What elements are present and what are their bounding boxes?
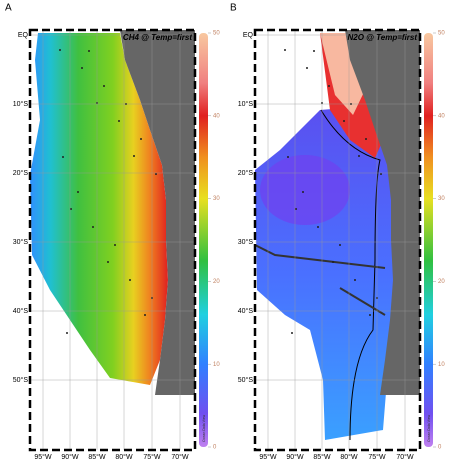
lon-label: 95°W bbox=[259, 453, 277, 461]
transect bbox=[255, 244, 386, 269]
lat-label: 40°S bbox=[238, 307, 254, 315]
station bbox=[302, 191, 304, 193]
station bbox=[59, 49, 61, 51]
station bbox=[284, 49, 286, 51]
station bbox=[343, 120, 345, 122]
lon-label: 70°W bbox=[396, 453, 414, 461]
station bbox=[77, 191, 79, 193]
lat-label: EQ bbox=[18, 32, 29, 39]
station bbox=[365, 138, 367, 140]
station bbox=[62, 156, 64, 158]
station bbox=[354, 279, 356, 281]
low-zone bbox=[260, 155, 350, 225]
station bbox=[339, 244, 341, 246]
panel-title: N2O @ Temp=first bbox=[347, 33, 417, 42]
lon-label: 80°W bbox=[115, 453, 133, 461]
station bbox=[133, 155, 135, 157]
frame bbox=[253, 28, 422, 452]
lon-label: 90°W bbox=[286, 453, 304, 461]
station bbox=[317, 226, 319, 228]
land bbox=[345, 30, 420, 395]
station bbox=[358, 155, 360, 157]
lat-label: 10°S bbox=[238, 100, 254, 108]
station bbox=[332, 261, 334, 263]
station bbox=[140, 138, 142, 140]
colorbar-label: 50 bbox=[438, 31, 445, 37]
colorbar-label: 30 bbox=[213, 196, 220, 202]
land bbox=[120, 30, 195, 395]
station bbox=[70, 208, 72, 210]
station bbox=[380, 173, 382, 175]
lon-label: 85°W bbox=[313, 453, 331, 461]
lon-label: 85°W bbox=[88, 453, 106, 461]
station bbox=[118, 120, 120, 122]
station bbox=[155, 173, 157, 175]
credit: Ocean Data View bbox=[427, 414, 431, 442]
lon-label: 95°W bbox=[34, 453, 52, 461]
colorbar bbox=[424, 33, 433, 447]
station bbox=[81, 67, 83, 69]
station bbox=[313, 50, 315, 52]
lat-label: 20°S bbox=[238, 169, 254, 177]
lat-label: 50°S bbox=[13, 376, 29, 384]
lat-label: 40°S bbox=[13, 307, 29, 315]
station bbox=[129, 279, 131, 281]
colorbar-label: 20 bbox=[438, 279, 445, 285]
frame bbox=[28, 28, 197, 452]
data-field bbox=[255, 108, 397, 440]
colorbar-label: 40 bbox=[213, 113, 220, 119]
lon-label: 70°W bbox=[171, 453, 189, 461]
station bbox=[287, 156, 289, 158]
colorbar-label: 30 bbox=[438, 196, 445, 202]
lon-label: 75°W bbox=[143, 453, 161, 461]
map bbox=[255, 30, 420, 441]
station bbox=[92, 226, 94, 228]
panel-letter: A bbox=[5, 3, 12, 14]
station bbox=[66, 332, 68, 334]
panel-letter: B bbox=[230, 3, 237, 14]
lat-label: 30°S bbox=[13, 238, 29, 246]
transect bbox=[339, 287, 386, 316]
station bbox=[144, 314, 146, 316]
colorbar-label: 10 bbox=[438, 362, 445, 368]
station bbox=[369, 314, 371, 316]
colorbar-label: 10 bbox=[213, 362, 220, 368]
colorbar-label: 50 bbox=[213, 31, 220, 37]
station bbox=[103, 85, 105, 87]
lat-label: 20°S bbox=[13, 169, 29, 177]
station bbox=[306, 67, 308, 69]
lat-label: 10°S bbox=[13, 100, 29, 108]
credit: Ocean Data View bbox=[202, 414, 206, 442]
station bbox=[88, 50, 90, 52]
station bbox=[114, 244, 116, 246]
map bbox=[30, 30, 195, 395]
lat-label: 30°S bbox=[238, 238, 254, 246]
contour bbox=[320, 109, 381, 441]
colorbar-label: 20 bbox=[213, 279, 220, 285]
lat-label: EQ bbox=[243, 32, 254, 39]
colorbar-label: 40 bbox=[438, 113, 445, 119]
station bbox=[328, 85, 330, 87]
colorbar bbox=[199, 33, 208, 447]
panel-title: CH4 @ Temp=first bbox=[123, 33, 192, 42]
lon-label: 75°W bbox=[368, 453, 386, 461]
station bbox=[107, 261, 109, 263]
lon-label: 90°W bbox=[61, 453, 79, 461]
station bbox=[295, 208, 297, 210]
station bbox=[291, 332, 293, 334]
colorbar-label: 0 bbox=[438, 445, 442, 451]
lat-label: 50°S bbox=[238, 376, 254, 384]
data-field bbox=[30, 33, 168, 385]
lon-label: 80°W bbox=[340, 453, 358, 461]
colorbar-label: 0 bbox=[213, 445, 217, 451]
